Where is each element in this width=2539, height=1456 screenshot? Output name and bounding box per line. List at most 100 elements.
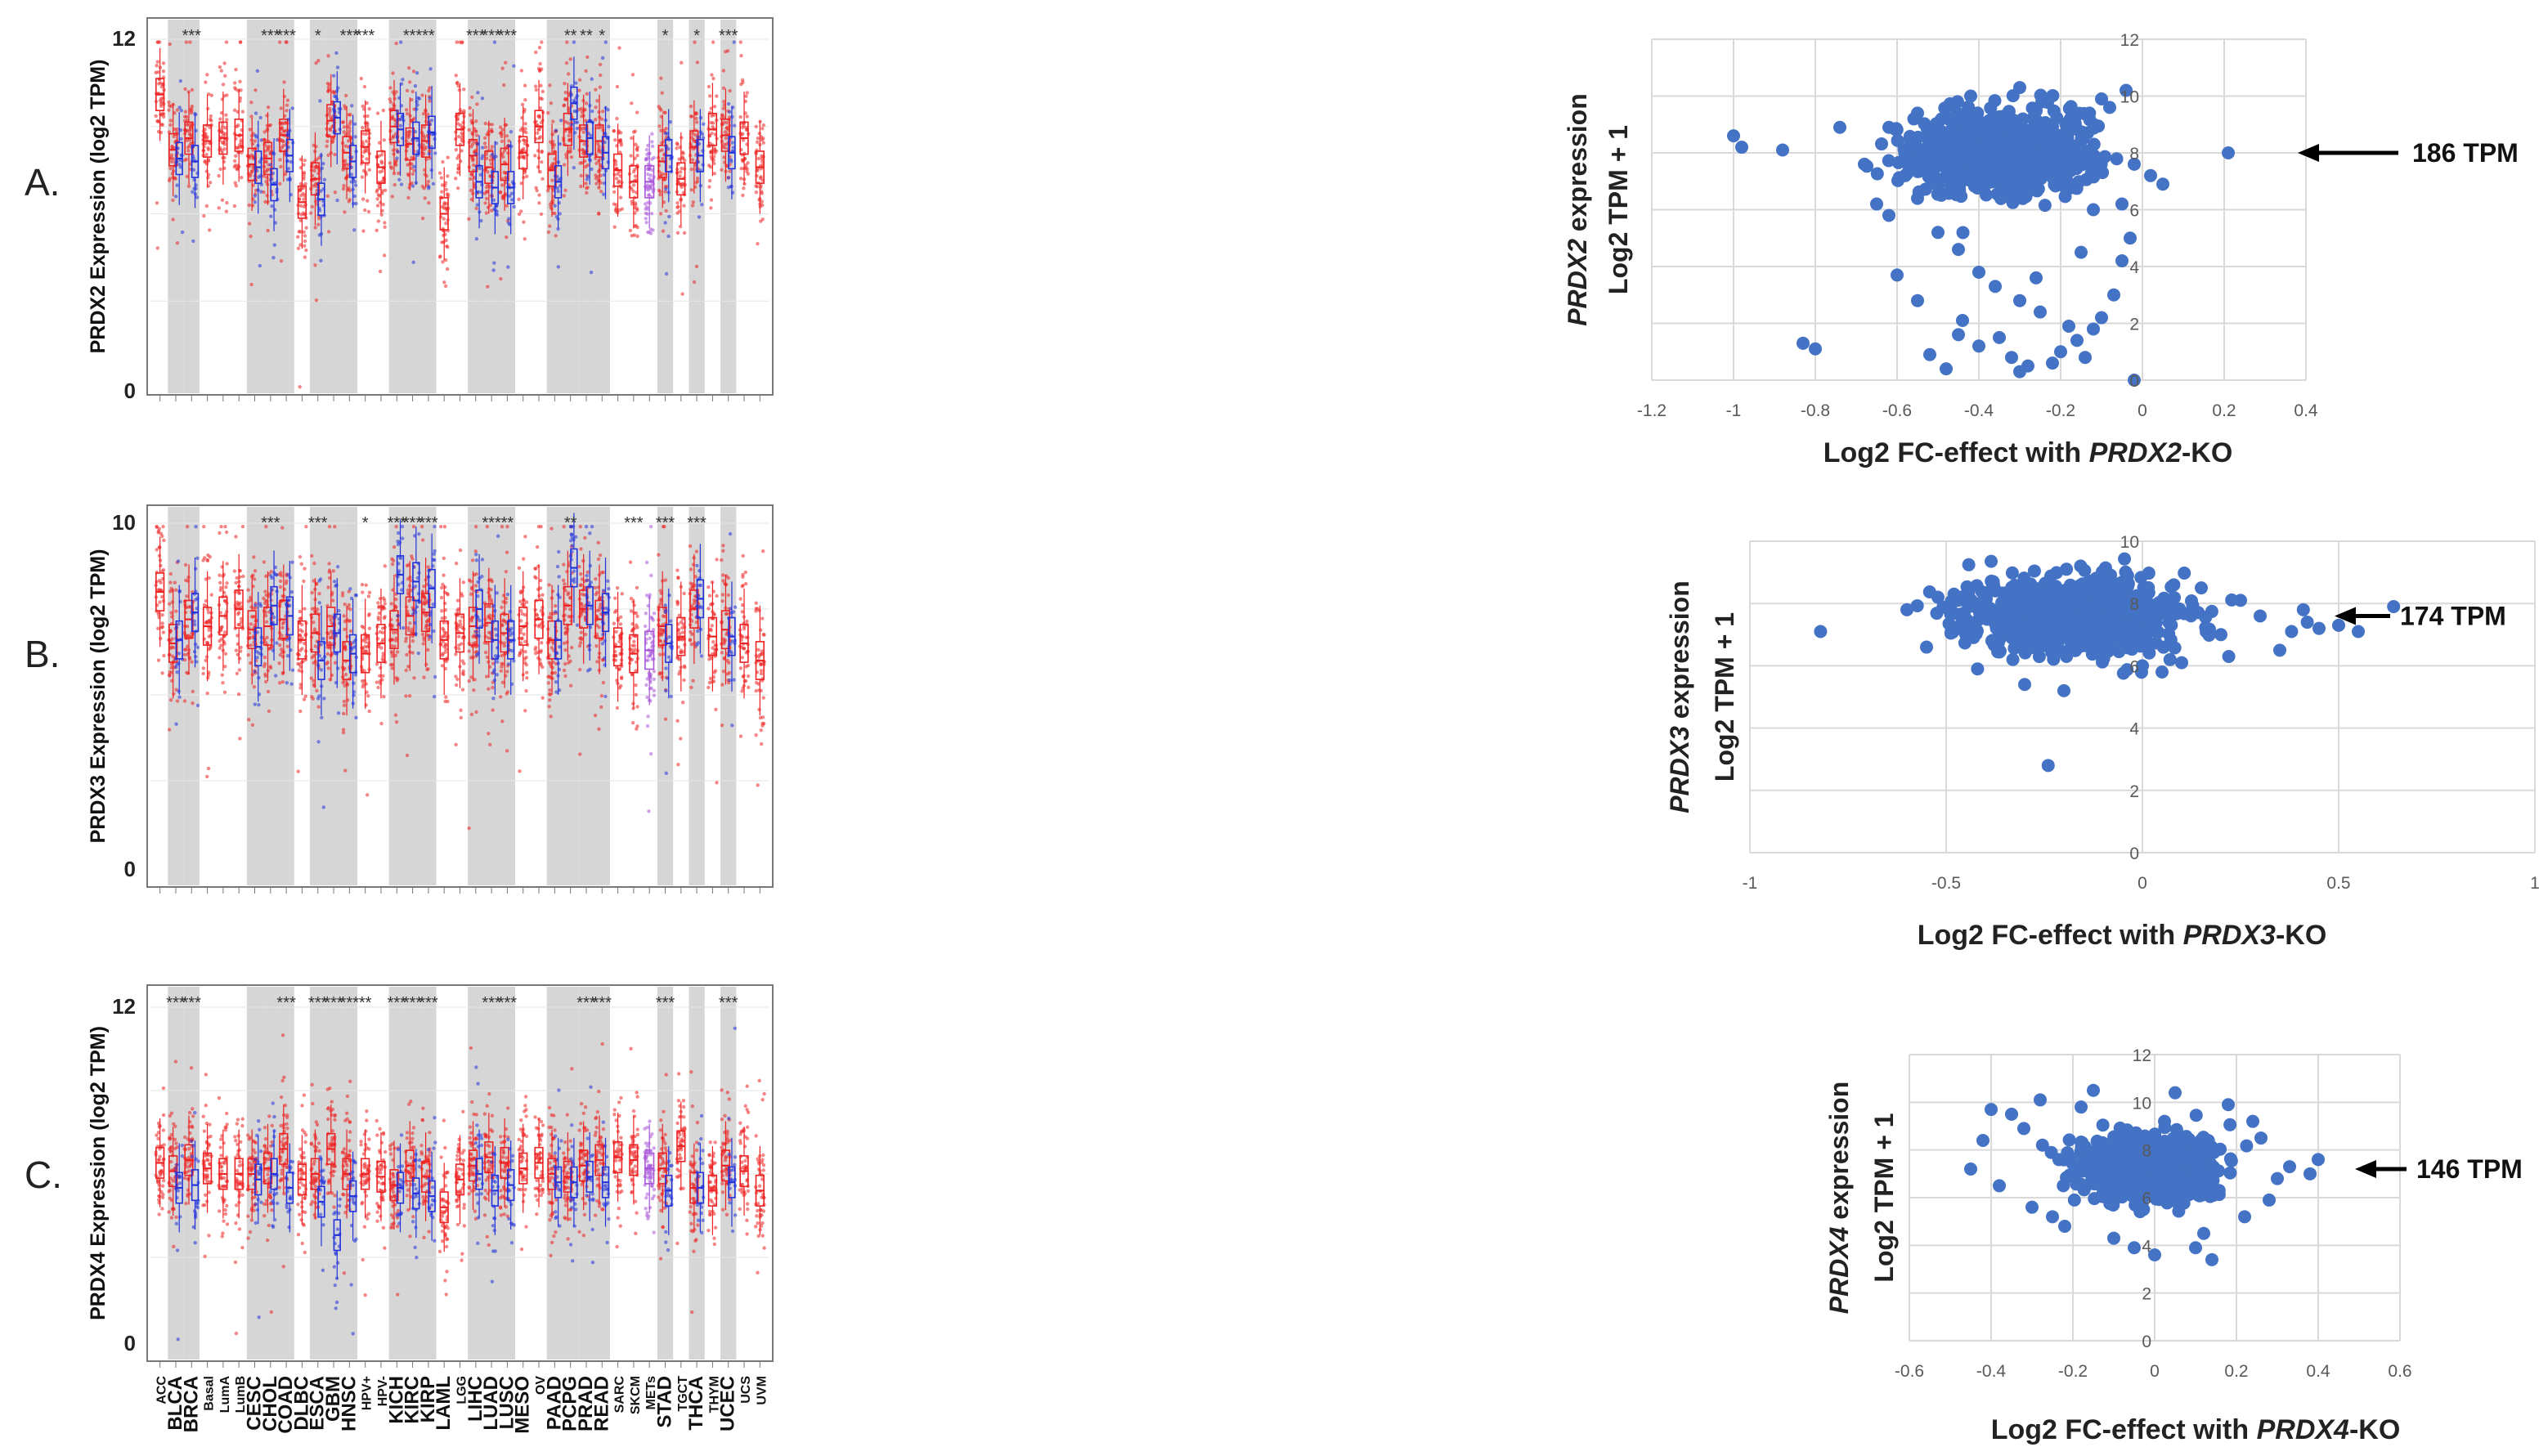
data-point: [568, 149, 573, 154]
data-point: [491, 198, 496, 203]
data-point: [678, 146, 683, 150]
data-point: [491, 685, 495, 690]
data-point: [502, 149, 507, 153]
data-point: [189, 122, 193, 127]
data-point: [342, 699, 347, 704]
data-point: [647, 168, 652, 172]
significance-mark-STAD: ***: [656, 514, 675, 532]
data-point: [394, 597, 398, 602]
data-point: [265, 194, 269, 198]
data-point: [675, 141, 680, 146]
data-point: [234, 67, 238, 72]
data-point: [469, 656, 473, 660]
data-point: [651, 618, 655, 622]
significance-mark-KIRP: ***: [419, 514, 438, 532]
data-point: [469, 592, 473, 596]
data-point: [224, 530, 229, 535]
data-point: [664, 688, 668, 693]
data-point: [388, 100, 393, 104]
data-point: [249, 615, 254, 619]
data-point: [584, 181, 588, 186]
data-point: [317, 579, 321, 583]
data-point: [678, 174, 682, 178]
data-point: [397, 171, 401, 176]
data-point: [599, 705, 603, 710]
panel-label-a: A.: [25, 161, 61, 204]
data-point: [540, 40, 544, 44]
data-point: [424, 146, 428, 150]
data-point: [563, 674, 567, 679]
data-point: [502, 83, 506, 87]
data-point: [454, 742, 458, 746]
data-point: [550, 164, 554, 168]
data-point: [688, 638, 693, 642]
data-point: [534, 87, 539, 92]
data-point: [713, 148, 717, 153]
data-point: [455, 40, 459, 44]
data-point: [352, 228, 357, 232]
data-point: [173, 195, 178, 199]
data-point: [183, 562, 188, 567]
data-point: [383, 602, 387, 606]
data-point: [745, 91, 749, 95]
data-point: [168, 602, 172, 606]
data-point: [280, 138, 284, 142]
data-point: [159, 636, 163, 641]
data-point: [721, 637, 726, 641]
data-point: [303, 159, 307, 163]
data-point: [664, 186, 668, 191]
data-point: [678, 224, 683, 229]
data-point: [698, 115, 703, 120]
data-point: [635, 705, 639, 709]
data-point: [342, 125, 347, 129]
data-point: [730, 724, 734, 728]
data-point: [724, 136, 729, 141]
data-point: [500, 680, 505, 685]
data-point: [427, 201, 431, 205]
y-axis-label: PRDX3 Expression (log2 TPM): [87, 549, 110, 844]
data-point: [707, 685, 711, 690]
data-point: [442, 525, 447, 529]
data-point: [270, 576, 274, 580]
data-point: [341, 681, 345, 685]
significance-mark-PRAD: **: [580, 27, 593, 45]
data-point: [195, 645, 200, 650]
data-point: [579, 636, 583, 640]
data-point: [708, 676, 713, 681]
data-point: [600, 110, 605, 114]
data-point: [467, 826, 471, 831]
data-point: [633, 168, 637, 172]
data-point: [583, 632, 588, 637]
data-point: [234, 184, 239, 188]
data-point: [271, 615, 276, 620]
data-point: [219, 110, 224, 115]
data-point: [690, 204, 695, 208]
data-point: [738, 40, 743, 44]
data-point: [408, 621, 412, 625]
data-point: [401, 78, 405, 82]
data-point: [523, 83, 527, 87]
data-point: [539, 83, 543, 87]
data-point: [523, 127, 527, 131]
data-point: [249, 169, 254, 173]
data-point: [457, 87, 461, 92]
data-point: [353, 135, 357, 139]
data-point: [595, 660, 599, 664]
data-point: [585, 186, 590, 190]
data-point: [695, 177, 700, 181]
significance-mark-KIRC: ***: [403, 27, 423, 45]
data-point: [575, 120, 580, 124]
data-point: [590, 77, 594, 81]
data-point: [745, 619, 749, 624]
data-point: [650, 157, 654, 161]
data-point: [297, 230, 301, 234]
data-point: [375, 680, 379, 684]
data-point: [254, 168, 259, 173]
data-point: [318, 99, 322, 103]
data-point: [277, 40, 282, 44]
data-point: [170, 637, 174, 641]
data-point: [365, 124, 370, 129]
data-point: [303, 567, 307, 571]
data-point: [459, 159, 463, 164]
data-point: [381, 606, 385, 610]
